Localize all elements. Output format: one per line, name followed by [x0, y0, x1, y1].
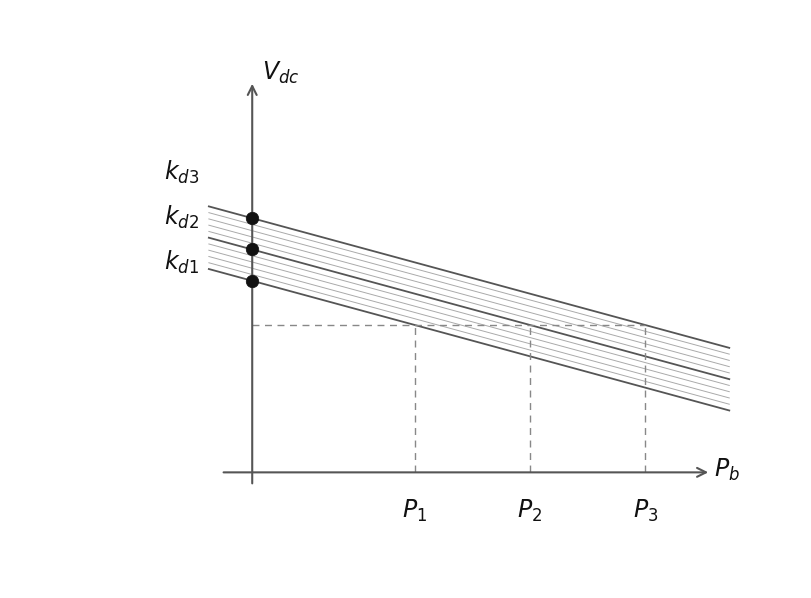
Text: $k_{d1}$: $k_{d1}$: [164, 249, 200, 276]
Text: $P_3$: $P_3$: [633, 498, 658, 524]
Text: $k_{d2}$: $k_{d2}$: [164, 204, 200, 231]
Text: $V_{dc}$: $V_{dc}$: [262, 59, 299, 86]
Text: $P_b$: $P_b$: [714, 457, 740, 483]
Text: $P_1$: $P_1$: [402, 498, 427, 524]
Text: $k_{d3}$: $k_{d3}$: [164, 158, 200, 186]
Text: $P_2$: $P_2$: [517, 498, 543, 524]
